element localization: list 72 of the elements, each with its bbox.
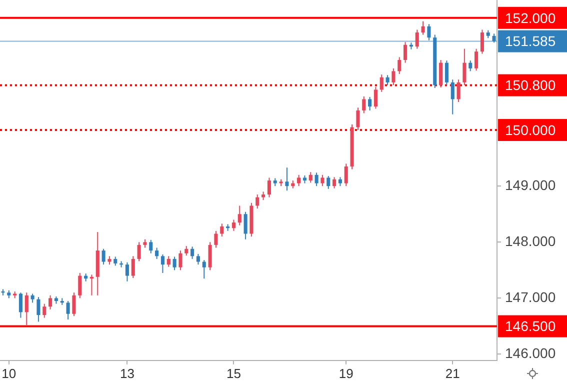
candlestick bbox=[362, 96, 366, 114]
candlestick bbox=[36, 296, 40, 322]
candlestick bbox=[308, 172, 312, 184]
candlestick bbox=[155, 247, 159, 260]
candlestick bbox=[456, 79, 460, 103]
ref-line-label: 152.000 bbox=[505, 10, 556, 26]
x-tick-label: 15 bbox=[226, 366, 241, 381]
candlestick bbox=[220, 223, 224, 238]
candlestick bbox=[444, 60, 448, 86]
candlestick bbox=[480, 29, 484, 54]
candlestick bbox=[326, 175, 330, 190]
y-tick-label: 146.000 bbox=[505, 345, 556, 362]
candlestick bbox=[450, 79, 454, 115]
candlestick bbox=[386, 74, 390, 86]
x-tick-label: 21 bbox=[445, 366, 460, 381]
candlestick bbox=[137, 242, 141, 262]
candlestick bbox=[78, 272, 82, 299]
candlestick bbox=[24, 292, 28, 326]
x-tick-label: 10 bbox=[2, 366, 16, 381]
candlestick bbox=[256, 194, 260, 210]
candlestick bbox=[462, 48, 466, 86]
candlestick bbox=[244, 211, 248, 240]
ref-line-label: 146.500 bbox=[505, 318, 556, 334]
ref-line-label: 150.000 bbox=[505, 122, 556, 138]
candlestick bbox=[320, 174, 324, 187]
candlestick bbox=[149, 239, 153, 254]
x-tick-label: 13 bbox=[120, 366, 134, 381]
candlestick bbox=[131, 256, 135, 279]
candlestick bbox=[178, 250, 182, 271]
candlestick bbox=[439, 59, 443, 88]
y-tick-label: 148.000 bbox=[505, 232, 556, 249]
candlestick bbox=[380, 74, 384, 92]
candlestick bbox=[72, 292, 76, 317]
candlestick bbox=[392, 68, 396, 86]
candlestick bbox=[48, 294, 52, 310]
candlestick bbox=[18, 292, 22, 318]
candlestick bbox=[172, 256, 176, 271]
candlestick bbox=[398, 56, 402, 74]
candlestick bbox=[368, 96, 372, 111]
candlestick bbox=[184, 246, 188, 256]
x-tick-label: 19 bbox=[338, 366, 354, 381]
ref-line-label: 150.800 bbox=[505, 77, 556, 94]
candlestick bbox=[374, 86, 378, 110]
candlestick bbox=[42, 303, 46, 318]
candlestick bbox=[125, 262, 129, 282]
candlestick bbox=[404, 42, 408, 64]
candlestick bbox=[66, 300, 70, 320]
candlestick bbox=[267, 177, 271, 198]
candlestick bbox=[421, 20, 425, 36]
candlestick bbox=[208, 242, 212, 271]
candlestick bbox=[238, 205, 242, 226]
ref-line-label: 151.585 bbox=[505, 33, 556, 50]
candlestick bbox=[102, 248, 106, 266]
candlestick bbox=[166, 256, 170, 268]
candlestick bbox=[232, 219, 236, 232]
candlestick bbox=[285, 167, 289, 192]
candlestick bbox=[196, 253, 200, 266]
candlestick bbox=[344, 163, 348, 187]
candlestick bbox=[474, 48, 478, 72]
candlestick bbox=[190, 246, 194, 260]
y-tick-label: 149.000 bbox=[505, 176, 556, 193]
y-tick-label: 147.000 bbox=[505, 289, 556, 306]
candlestick bbox=[297, 174, 301, 187]
candlestick bbox=[427, 24, 431, 41]
candlestick bbox=[214, 230, 218, 248]
candlestick bbox=[202, 260, 206, 280]
candlestick bbox=[415, 29, 419, 50]
candlestick bbox=[468, 60, 472, 72]
candlestick bbox=[356, 107, 360, 131]
candlestick bbox=[332, 176, 336, 189]
candlestick bbox=[160, 254, 164, 274]
candlestick bbox=[314, 172, 318, 187]
